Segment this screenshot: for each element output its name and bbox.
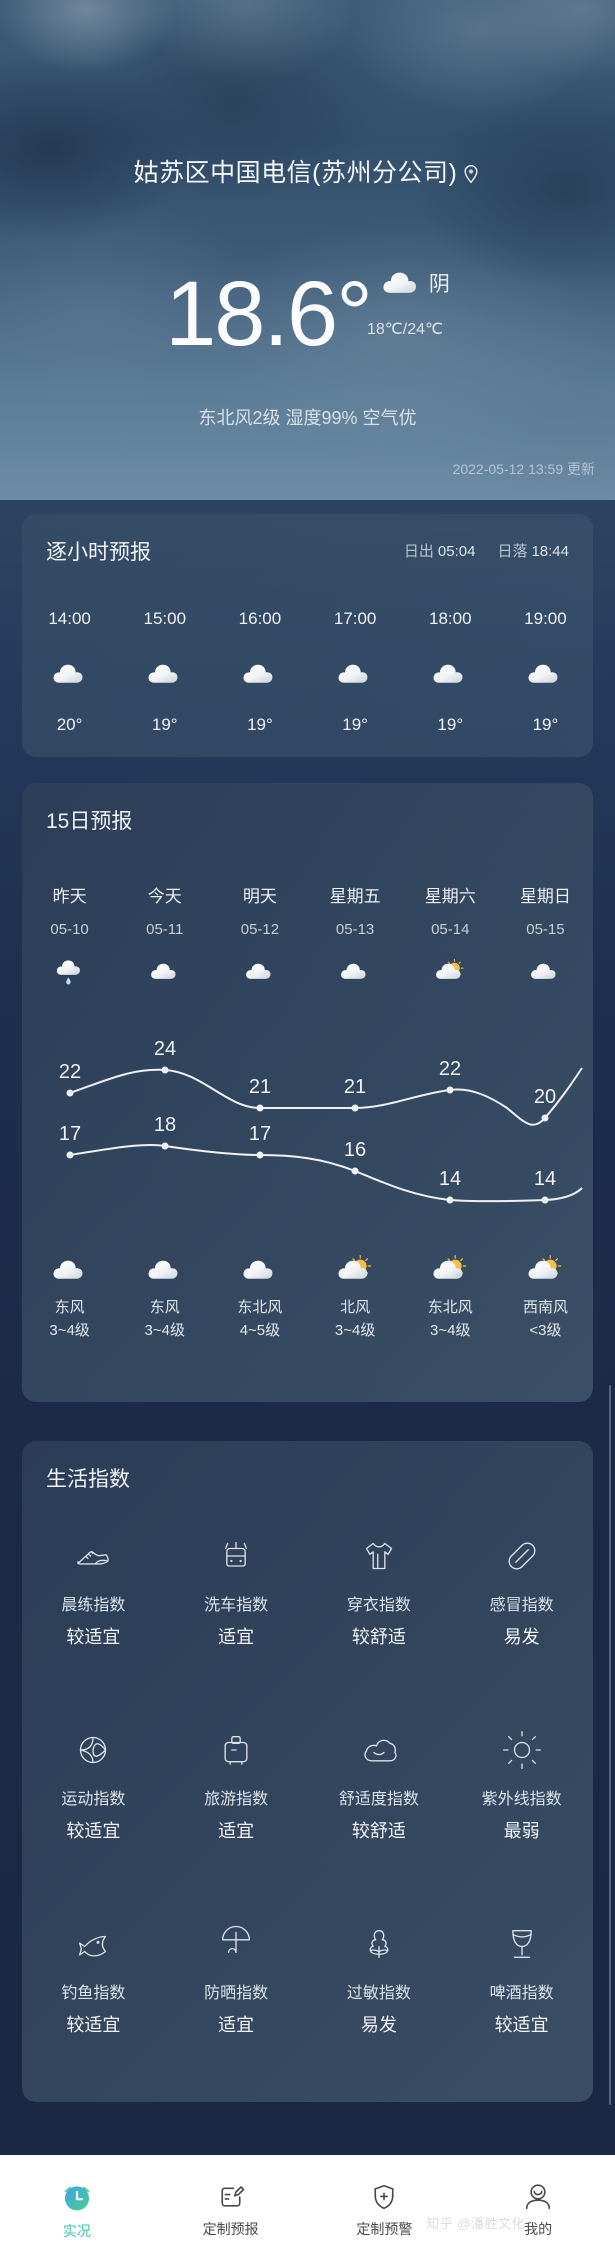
svg-text:22: 22 (59, 1061, 81, 1083)
svg-text:24: 24 (154, 1038, 176, 1060)
svg-text:21: 21 (344, 1076, 366, 1098)
svg-text:14: 14 (439, 1168, 461, 1190)
svg-text:18: 18 (154, 1114, 176, 1136)
svg-text:22: 22 (439, 1058, 461, 1080)
svg-text:17: 17 (59, 1123, 81, 1145)
svg-text:21: 21 (249, 1076, 271, 1098)
svg-text:17: 17 (249, 1123, 271, 1145)
svg-text:14: 14 (534, 1168, 556, 1190)
svg-text:16: 16 (344, 1139, 366, 1161)
svg-text:20: 20 (534, 1086, 556, 1108)
